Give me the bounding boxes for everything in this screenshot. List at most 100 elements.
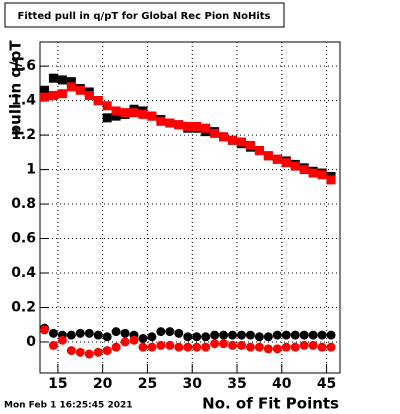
y-tick-label: 1.6 [11, 58, 36, 74]
x-tick-label: 25 [138, 376, 157, 392]
point [210, 128, 220, 138]
point [326, 330, 336, 340]
timestamp: Mon Feb 1 16:25:45 2021 [4, 401, 133, 411]
point [66, 77, 76, 87]
point [254, 146, 264, 156]
point [165, 340, 175, 350]
point [299, 340, 309, 350]
point [174, 328, 184, 338]
point [111, 106, 121, 116]
point [299, 165, 309, 175]
point [263, 151, 273, 161]
point [228, 330, 238, 340]
point [48, 340, 58, 350]
point [93, 347, 103, 357]
point [84, 90, 94, 100]
point [102, 346, 112, 356]
point [326, 175, 336, 185]
point [48, 90, 58, 100]
point [219, 339, 229, 349]
point [308, 168, 318, 178]
point [66, 330, 76, 340]
point [75, 347, 85, 357]
point [228, 135, 238, 145]
point [48, 328, 58, 338]
point [210, 330, 220, 340]
point [245, 330, 255, 340]
title-box [4, 2, 285, 28]
point [245, 140, 255, 150]
point [192, 121, 202, 131]
y-axis-label: pull in q/pT [7, 40, 25, 136]
point [299, 330, 309, 340]
point [156, 340, 166, 350]
point [57, 335, 67, 345]
point [317, 330, 327, 340]
point [111, 327, 121, 337]
point [236, 340, 246, 350]
point [66, 82, 76, 92]
point [281, 158, 291, 168]
point [245, 342, 255, 352]
point [39, 325, 49, 335]
y-tick-label: 0.4 [11, 265, 36, 281]
point [138, 342, 148, 352]
point [236, 330, 246, 340]
point [165, 327, 175, 337]
point [138, 109, 148, 119]
point [120, 328, 130, 338]
point [219, 330, 229, 340]
point [39, 85, 49, 95]
point [84, 328, 94, 338]
point [138, 334, 148, 344]
y-tick-label: 0 [26, 334, 36, 350]
point [48, 73, 58, 83]
point [308, 330, 318, 340]
point [263, 332, 273, 342]
point [308, 340, 318, 350]
point [39, 92, 49, 102]
point [66, 346, 76, 356]
point [102, 113, 112, 123]
y-tick-label: 1.2 [11, 127, 36, 143]
x-axis-label: No. of Fit Points [202, 395, 339, 413]
point [75, 328, 85, 338]
point [129, 335, 139, 345]
x-tick-label: 40 [272, 376, 292, 392]
point [290, 161, 300, 171]
point [201, 123, 211, 133]
y-tick-label: 1.4 [11, 93, 36, 109]
point [254, 332, 264, 342]
point [254, 342, 264, 352]
point [201, 332, 211, 342]
point [272, 154, 282, 164]
point [156, 116, 166, 126]
point [84, 349, 94, 359]
point [228, 340, 238, 350]
point [111, 342, 121, 352]
point [326, 342, 336, 352]
point [290, 330, 300, 340]
point [281, 342, 291, 352]
point [93, 330, 103, 340]
point [183, 332, 193, 342]
point [120, 337, 130, 347]
x-tick-label: 15 [48, 376, 67, 392]
point [93, 96, 103, 106]
point [156, 327, 166, 337]
point [147, 332, 157, 342]
point [210, 339, 220, 349]
point [317, 342, 327, 352]
point [147, 111, 157, 121]
point [183, 121, 193, 131]
x-tick-label: 30 [182, 376, 202, 392]
y-tick-label: 0.2 [11, 299, 36, 315]
point [272, 344, 282, 354]
x-tick-label: 35 [227, 376, 246, 392]
chart-title: Fitted pull in q/pT for Global Rec Pion … [18, 11, 271, 22]
y-tick-label: 0.6 [11, 231, 36, 247]
point [174, 342, 184, 352]
point [219, 132, 229, 142]
point [201, 342, 211, 352]
point [57, 89, 67, 99]
